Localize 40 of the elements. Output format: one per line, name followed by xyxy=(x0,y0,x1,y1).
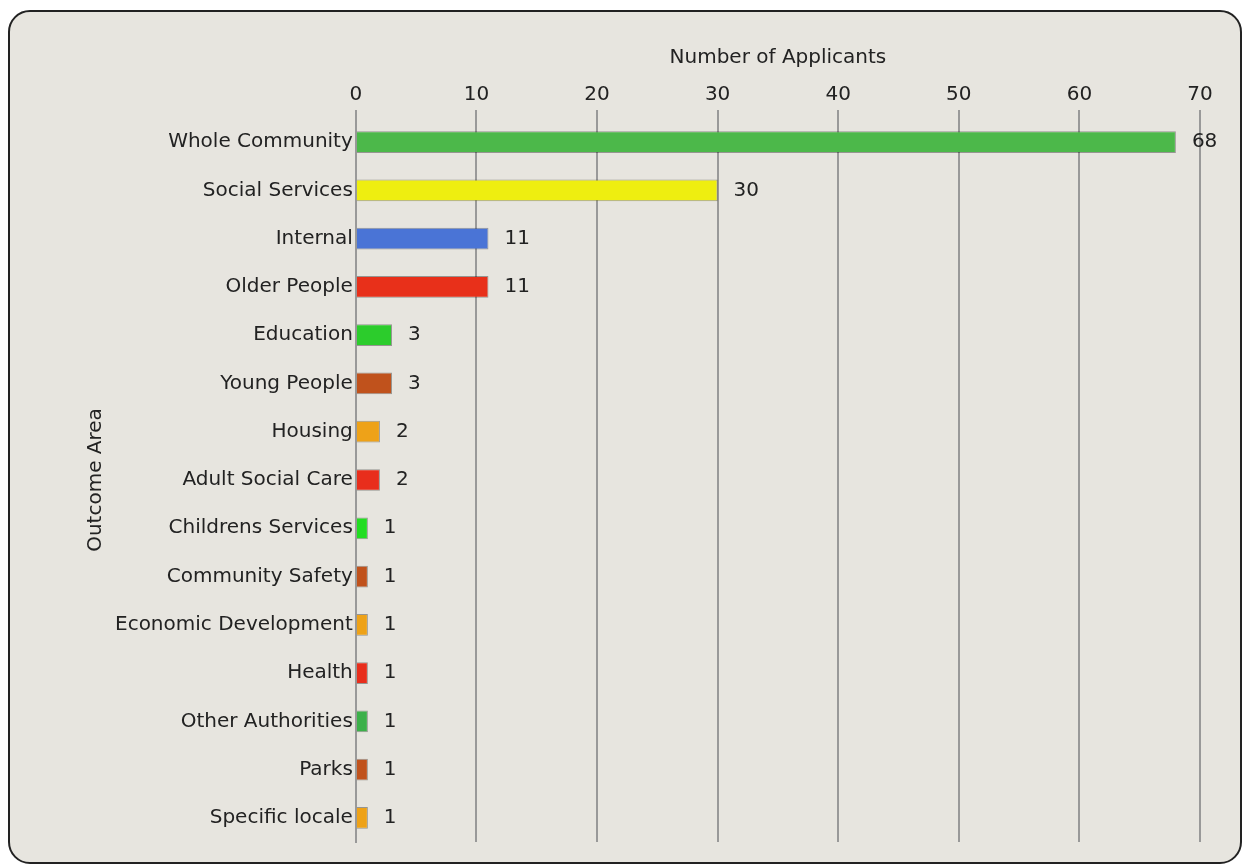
x-tick-label: 70 xyxy=(1187,81,1213,106)
y-tick-label: Education xyxy=(253,321,353,346)
x-axis-title: Number of Applicants xyxy=(669,44,887,69)
y-tick-label: Whole Community xyxy=(168,128,353,153)
y-tick-label: Childrens Services xyxy=(168,514,353,539)
data-label: 1 xyxy=(383,659,397,684)
x-tick-label: 10 xyxy=(463,81,490,106)
y-tick-label: Economic Development xyxy=(115,611,353,635)
data-label: 3 xyxy=(407,321,421,346)
data-label: 1 xyxy=(383,804,397,829)
x-tick-label: 60 xyxy=(1066,81,1093,106)
data-label: 2 xyxy=(395,417,409,442)
data-label: 1 xyxy=(383,514,397,539)
y-tick-label: Adult Social Care xyxy=(182,466,353,491)
y-axis-title: Outcome Area xyxy=(82,408,107,552)
x-tick-label: 20 xyxy=(584,81,610,106)
data-label: 1 xyxy=(383,562,397,587)
y-tick-label: Community Safety xyxy=(166,562,353,587)
y-tick-label: Social Services xyxy=(202,176,353,201)
y-tick-label: Specific locale xyxy=(209,804,353,829)
data-label: 30 xyxy=(733,176,760,201)
data-label: 1 xyxy=(383,755,397,780)
data-label: 1 xyxy=(383,611,397,635)
x-tick-label: 40 xyxy=(825,81,851,106)
y-tick-label: Parks xyxy=(299,755,353,780)
data-label: 2 xyxy=(395,466,409,491)
y-tick-label: Housing xyxy=(271,417,353,442)
y-tick-label: Internal xyxy=(275,224,353,249)
data-label: 11 xyxy=(504,273,530,298)
y-tick-label: Older People xyxy=(225,273,353,298)
y-tick-label: Other Authorities xyxy=(180,707,353,732)
data-label: 1 xyxy=(383,707,397,732)
x-tick-label: 30 xyxy=(704,81,731,106)
data-label: 11 xyxy=(504,224,530,249)
data-label: 68 xyxy=(1191,128,1218,153)
x-tick-label: 0 xyxy=(349,81,363,106)
data-label: 3 xyxy=(407,369,421,394)
x-tick-label: 50 xyxy=(946,81,972,106)
y-tick-label: Health xyxy=(287,659,353,684)
y-tick-label: Young People xyxy=(219,369,353,394)
